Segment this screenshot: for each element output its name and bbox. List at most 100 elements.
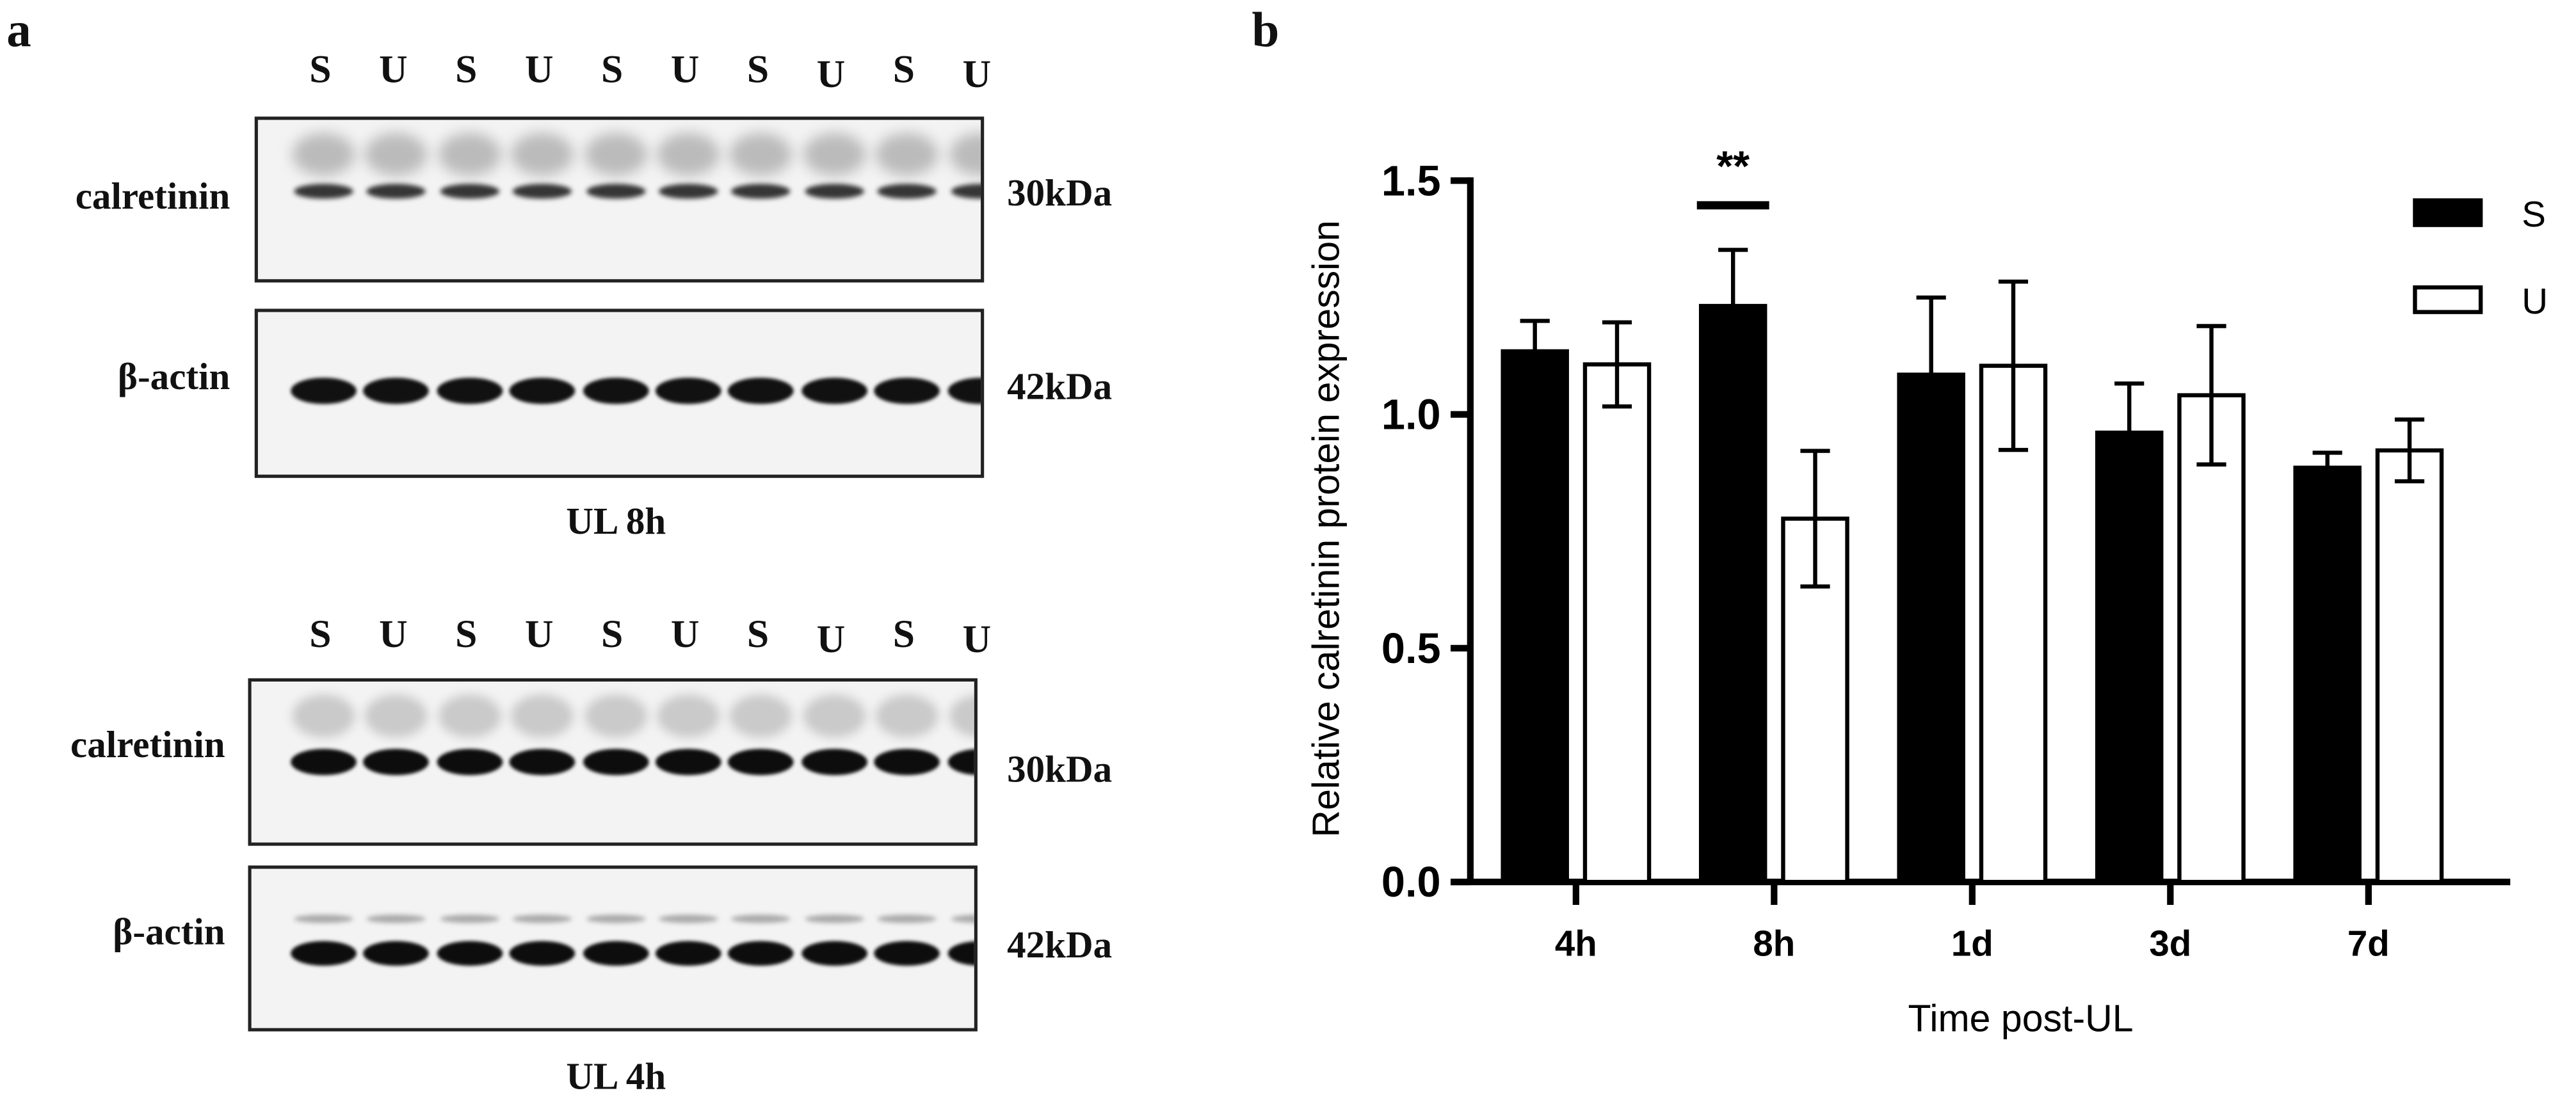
protein-band [584,132,647,176]
calretinin-label: calretinin [75,175,230,217]
beta-actin-label: β-actin [113,911,225,953]
x-axis-title: Time post-UL [1908,998,2134,1040]
calretinin-blot [248,678,978,846]
lane-label: U [670,49,700,92]
protein-band [364,749,430,776]
y-tick-label: 0.5 [1381,625,1441,673]
protein-band [876,694,938,738]
lane-label: U [962,54,992,97]
lane-label: U [379,614,408,657]
protein-band [874,941,940,966]
beta-actin-blot [254,308,985,478]
protein-band [803,132,865,176]
beta-actin-blot [248,865,978,1032]
protein-band [950,184,981,199]
protein-band [586,184,645,199]
blot-caption: UL 8h [566,500,666,542]
protein-band [440,914,499,923]
lane-label: S [455,49,478,92]
blot-caption: UL 4h [566,1056,666,1098]
protein-band [582,378,648,404]
protein-band [732,184,791,199]
lane-label: U [962,619,992,662]
calretinin-blot [254,116,985,283]
protein-band [437,378,503,404]
legend-label-S: S [2522,194,2546,234]
x-tick-label: 1d [1951,923,1993,964]
protein-band [801,378,867,404]
protein-band [437,941,503,966]
bar-S-4h [1501,349,1569,884]
lane-label: S [601,614,624,657]
protein-band [582,941,648,966]
protein-band [365,132,428,176]
protein-band [438,694,501,738]
protein-band [732,914,791,923]
protein-band [803,694,865,738]
protein-band [801,941,867,966]
protein-band [292,132,355,176]
protein-band [874,378,940,404]
calretinin-label: calretinin [70,724,225,765]
legend-swatch-S [2413,198,2483,227]
protein-band [801,749,867,776]
lane-label: S [746,49,769,92]
panel-a-letter: a [6,3,31,58]
protein-band [728,749,794,776]
molecular-weight-label: 30kDa [1007,172,1113,214]
y-tick-label: 1.5 [1381,157,1441,205]
bar-S-7d [2293,465,2362,884]
protein-band [877,914,937,923]
molecular-weight-label: 42kDa [1007,366,1113,408]
molecular-weight-label: 42kDa [1007,924,1113,966]
protein-band [877,184,937,199]
legend-swatch-U [2413,285,2483,314]
protein-band [438,132,501,176]
protein-band [291,378,357,404]
protein-band [655,749,721,776]
bar-S-8h [1698,303,1767,884]
beta-actin-label: β-actin [117,356,230,398]
significance-marker: ** [1716,143,1750,190]
protein-band [582,749,648,776]
protein-band [291,941,357,966]
bar-S-1d [1897,372,1965,884]
protein-band [294,914,353,923]
protein-band [655,941,721,966]
lane-label: S [892,614,915,657]
protein-band [511,694,574,738]
protein-band [510,941,576,966]
protein-band [437,749,503,776]
lane-label: S [455,614,478,657]
protein-band [657,694,720,738]
protein-band [728,378,794,404]
molecular-weight-label: 30kDa [1007,749,1113,790]
lane-label: U [670,614,700,657]
y-axis-title: Relative calretinin protein expression [1305,220,1348,837]
lane-label: S [309,614,332,657]
protein-band [657,132,720,176]
protein-band [510,378,576,404]
protein-band [294,184,353,199]
lane-label: S [309,49,332,92]
protein-band [365,694,428,738]
protein-band [655,378,721,404]
protein-band [950,914,974,923]
protein-band [440,184,499,199]
protein-band [364,941,430,966]
y-tick-label: 1.0 [1381,392,1441,439]
protein-band [659,184,718,199]
protein-band [511,132,574,176]
lane-label: U [524,614,554,657]
x-tick-label: 7d [2347,923,2390,964]
protein-band [730,694,793,738]
protein-band [513,914,572,923]
lane-label: S [601,49,624,92]
lane-label: U [816,619,846,662]
protein-band [876,132,938,176]
x-tick-label: 8h [1753,923,1795,964]
lane-label: U [524,49,554,92]
protein-band [659,914,718,923]
